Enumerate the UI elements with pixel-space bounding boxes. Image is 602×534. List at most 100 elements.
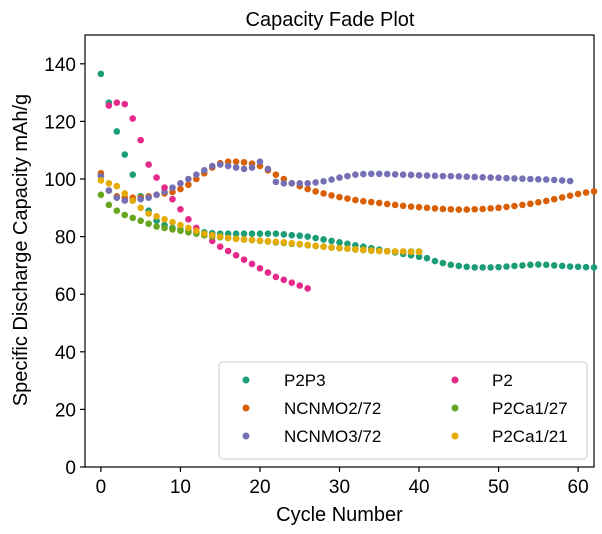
data-point: [105, 180, 113, 187]
data-point: [383, 200, 391, 208]
data-point: [527, 175, 534, 183]
legend-marker: [242, 404, 250, 412]
data-point: [145, 220, 152, 227]
data-point: [519, 262, 526, 269]
data-point: [137, 217, 144, 225]
data-point: [344, 195, 351, 202]
data-point: [487, 205, 494, 212]
data-point: [105, 187, 113, 194]
data-point: [471, 264, 479, 271]
data-point: [511, 175, 518, 182]
data-point: [574, 190, 582, 198]
data-point: [145, 161, 152, 168]
data-point: [503, 174, 510, 182]
y-tick-label: 140: [44, 55, 76, 76]
data-point: [312, 242, 319, 250]
data-point: [368, 198, 375, 206]
data-point: [479, 205, 486, 213]
data-point: [177, 180, 184, 187]
data-point: [113, 194, 121, 202]
data-point: [121, 100, 129, 108]
data-point: [391, 248, 399, 255]
data-point: [455, 262, 463, 270]
data-point: [511, 202, 518, 210]
data-point: [495, 204, 502, 212]
data-point: [328, 237, 335, 245]
data-point: [495, 174, 502, 182]
data-point: [527, 261, 534, 269]
data-point: [264, 165, 272, 173]
data-point: [375, 170, 383, 178]
data-point: [447, 261, 455, 269]
data-point: [240, 158, 248, 166]
data-point: [511, 262, 518, 270]
data-point: [352, 171, 359, 178]
data-point: [193, 171, 200, 178]
data-point: [344, 172, 351, 180]
data-point: [582, 189, 590, 196]
data-point: [153, 174, 160, 181]
data-point: [185, 175, 192, 183]
data-point: [304, 185, 311, 193]
data-point: [415, 253, 423, 261]
data-point: [558, 262, 566, 270]
data-point: [129, 115, 137, 122]
data-point: [320, 243, 327, 250]
series-p2ca1-21: [97, 177, 423, 256]
data-point: [280, 276, 288, 284]
data-point: [264, 269, 272, 276]
data-point: [487, 264, 494, 271]
data-point: [256, 237, 264, 244]
data-point: [296, 232, 304, 240]
data-point: [344, 245, 351, 252]
data-point: [272, 238, 280, 246]
data-point: [407, 248, 415, 256]
data-point: [463, 263, 471, 271]
data-point: [328, 244, 335, 251]
data-point: [161, 184, 168, 191]
data-point: [320, 190, 327, 197]
data-point: [200, 167, 208, 174]
y-axis-label: Specific Discharge Capacity mAh/g: [10, 94, 32, 406]
data-point: [153, 223, 160, 230]
data-point: [487, 174, 494, 181]
data-point: [272, 273, 280, 281]
data-point: [550, 176, 558, 184]
data-point: [216, 161, 224, 168]
data-point: [312, 179, 319, 186]
data-point: [208, 162, 216, 170]
data-point: [423, 254, 431, 262]
data-point: [113, 128, 121, 135]
data-point: [304, 241, 311, 249]
data-point: [328, 192, 335, 199]
data-point: [256, 230, 264, 238]
data-point: [558, 194, 566, 201]
data-point: [137, 136, 144, 144]
data-point: [145, 210, 152, 217]
data-point: [535, 261, 542, 268]
x-tick-label: 60: [568, 477, 589, 498]
data-point: [447, 172, 455, 180]
data-point: [232, 252, 240, 259]
data-point: [240, 165, 248, 173]
data-point: [320, 178, 327, 185]
data-point: [248, 260, 256, 268]
data-point: [566, 192, 574, 200]
data-point: [368, 170, 375, 178]
data-point: [208, 231, 216, 239]
data-point: [296, 240, 304, 248]
data-point: [399, 202, 407, 210]
data-point: [566, 263, 574, 270]
data-point: [224, 162, 232, 170]
data-point: [423, 204, 431, 212]
data-point: [177, 227, 184, 235]
data-point: [280, 239, 288, 246]
data-point: [256, 158, 264, 166]
data-point: [439, 205, 447, 213]
legend-marker: [242, 376, 250, 384]
data-point: [336, 244, 343, 252]
data-point: [535, 175, 542, 183]
data-point: [463, 206, 471, 213]
data-point: [177, 185, 184, 193]
